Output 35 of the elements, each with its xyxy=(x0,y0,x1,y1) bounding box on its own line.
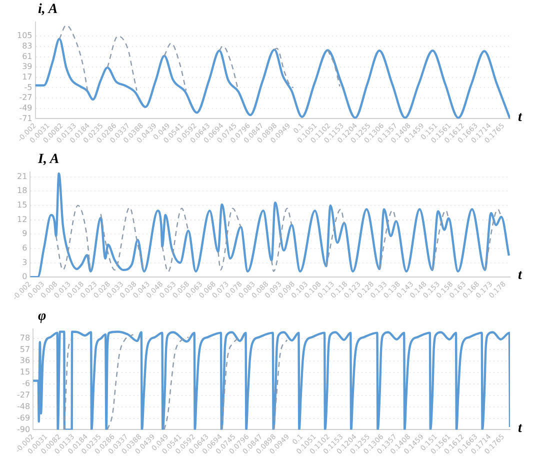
y-tick-label: 18 xyxy=(16,186,28,196)
y-tick-label: -27 xyxy=(19,93,32,102)
y-tick-label: -27 xyxy=(16,390,30,400)
line-series xyxy=(30,172,510,278)
y-tick-label: 15 xyxy=(20,368,30,377)
y-tick-label: 6 xyxy=(22,244,28,253)
y-tick-label: 12 xyxy=(16,214,28,224)
y-tick-label: 105 xyxy=(16,31,32,40)
y-tick-label: 83 xyxy=(22,42,32,50)
y-tick-label: 9 xyxy=(22,229,28,238)
y-tick-label: 36 xyxy=(20,356,30,366)
y-tick-label: 78 xyxy=(20,333,30,342)
y-tick-label: -90 xyxy=(16,424,30,434)
y-tick-label: 17 xyxy=(22,72,32,82)
y-tick-label: -49 xyxy=(19,103,32,112)
y-tick-label: 0 xyxy=(22,272,28,282)
y-tick-label: 15 xyxy=(16,200,28,210)
line-series xyxy=(35,38,510,119)
x-axis-title: t xyxy=(518,420,522,437)
y-tick-label: -69 xyxy=(16,413,30,422)
y-tick-label: -71 xyxy=(19,114,32,123)
line-series xyxy=(33,330,510,430)
y-tick-label: -6 xyxy=(22,379,30,388)
y-axis-title: I, A xyxy=(38,152,60,168)
y-tick-label: 61 xyxy=(22,52,32,61)
y-tick-label: 3 xyxy=(22,258,28,267)
y-tick-label: 21 xyxy=(16,172,28,181)
y-tick-label: -48 xyxy=(16,402,30,411)
y-tick-label: -5 xyxy=(24,82,32,92)
y-axis-title: i, A xyxy=(38,2,58,18)
y-tick-label: 39 xyxy=(22,62,32,72)
y-tick-label: 57 xyxy=(20,344,30,354)
y-axis-title: φ xyxy=(38,309,46,325)
x-axis-title: t xyxy=(518,110,522,126)
x-axis-title: t xyxy=(518,268,522,284)
